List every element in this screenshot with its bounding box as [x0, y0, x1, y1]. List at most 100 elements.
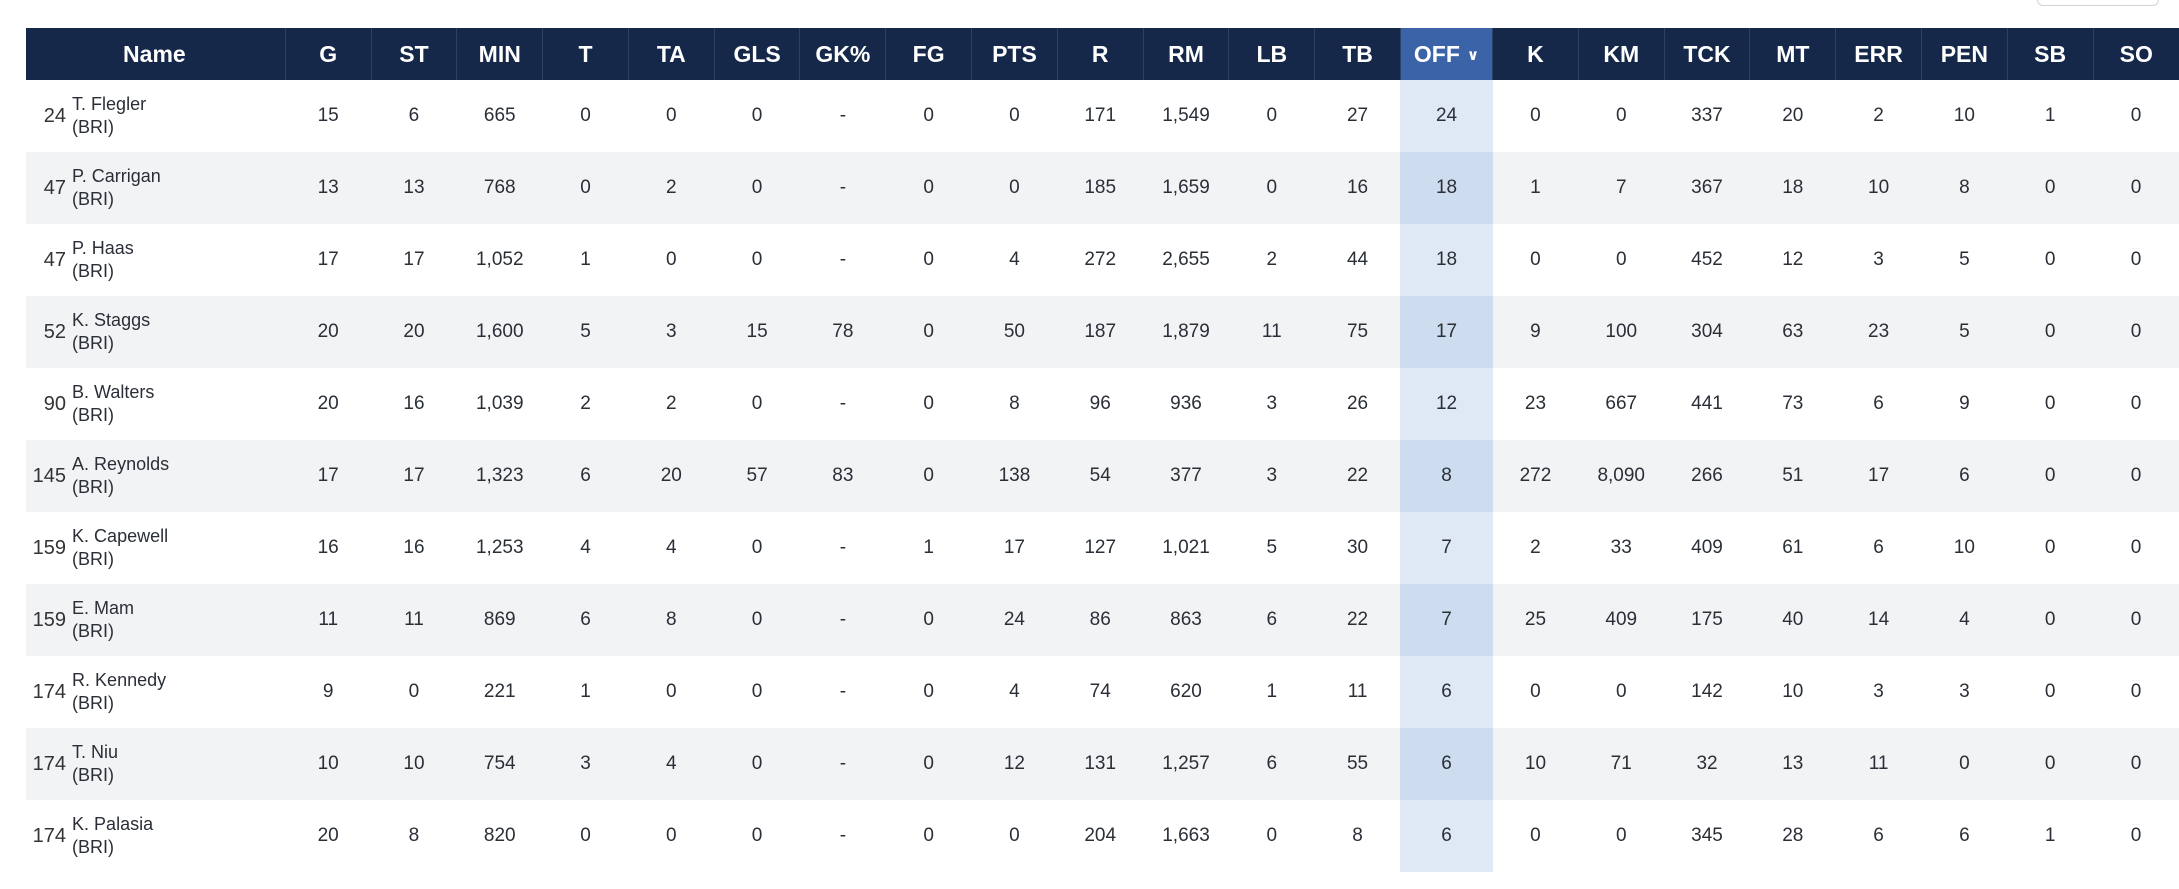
table-row[interactable]: 159 K. Capewell (BRI) 16 16 1,253 4 4 0-1 17 127 1,…: [26, 512, 2179, 584]
table-row[interactable]: 159 E. Mam (BRI) 11 11 869 6 8 0-0 24 86 863 6 22 7 25 4…: [26, 584, 2179, 656]
stat-cell-pen: 9: [1921, 368, 2008, 440]
column-header-lb[interactable]: LB: [1228, 28, 1315, 80]
player-name[interactable]: R. Kennedy: [72, 670, 167, 690]
player-name[interactable]: E. Mam: [72, 598, 135, 618]
column-header-pts[interactable]: PTS: [971, 28, 1058, 80]
column-header-off[interactable]: OFF ∨: [1399, 28, 1493, 80]
stat-cell-gls: 0: [714, 728, 800, 800]
column-header-err[interactable]: ERR: [1835, 28, 1922, 80]
player-name[interactable]: T. Niu: [72, 742, 119, 762]
stat-cell-off: 17: [1400, 296, 1493, 368]
stat-cell-err: 6: [1835, 368, 1922, 440]
player-name[interactable]: P. Haas: [72, 238, 134, 258]
column-header-st[interactable]: ST: [370, 28, 457, 80]
column-header-k[interactable]: K: [1492, 28, 1579, 80]
player-team: (BRI): [72, 189, 115, 209]
sort-chevron-down-icon[interactable]: ∨: [1466, 46, 1480, 64]
table-row[interactable]: 52 K. Staggs (BRI) 20 20 1,600 5 3 15 78 0 50 187 1,8…: [26, 296, 2179, 368]
stat-cell-gk-pct: -: [799, 584, 886, 656]
column-header-label: FG: [912, 40, 945, 67]
column-header-g[interactable]: G: [284, 28, 372, 80]
stat-cell-so: 0: [2093, 728, 2179, 800]
stat-cell-gk-pct: -: [799, 512, 886, 584]
stat-cell-tck: 345: [1664, 800, 1750, 872]
stat-cell-sb: 1: [2007, 80, 2094, 152]
stat-cell-fg: 0: [885, 728, 972, 800]
column-header-label: GLS: [733, 40, 781, 67]
table-row[interactable]: 90 B. Walters (BRI) 20 16 1,039 2 2 0-0 8 96 936 3 26…: [26, 368, 2179, 440]
stat-cell-pen: 8: [1921, 152, 2008, 224]
stat-cell-g: 9: [285, 656, 372, 728]
player-rank: 159: [26, 584, 73, 656]
stat-cell-tck: 337: [1664, 80, 1750, 152]
column-header-rm[interactable]: RM: [1142, 28, 1229, 80]
column-header-gk-pct[interactable]: GK%: [799, 28, 886, 80]
stat-cell-r: 54: [1057, 440, 1144, 512]
player-team: (BRI): [72, 837, 115, 857]
stat-cell-tck: 266: [1664, 440, 1750, 512]
player-name[interactable]: T. Flegler: [72, 94, 147, 114]
stat-cell-gk-pct: -: [799, 80, 886, 152]
column-header-label: G: [319, 40, 338, 67]
stat-cell-min: 820: [456, 800, 543, 872]
column-header-r[interactable]: R: [1056, 28, 1144, 80]
column-header-mt[interactable]: MT: [1749, 28, 1836, 80]
stat-cell-g: 13: [285, 152, 372, 224]
table-row[interactable]: 47 P. Carrigan (BRI) 13 13 768 0 2 0-0 0 185 1,659 0…: [26, 152, 2179, 224]
stat-cell-t: 0: [542, 152, 629, 224]
stats-table-container: Name G ST MIN T TA GLS GK% FG PTS R RM LB TB OFF ∨ K KM TC…: [26, 28, 2179, 889]
top-right-control[interactable]: [2037, 0, 2159, 6]
player-team: (BRI): [72, 117, 115, 137]
player-name[interactable]: K. Staggs: [72, 310, 151, 330]
stat-cell-sb: 0: [2007, 512, 2094, 584]
column-header-pen[interactable]: PEN: [1920, 28, 2008, 80]
stat-cell-lb: 0: [1228, 800, 1315, 872]
stat-cell-sb: 0: [2007, 728, 2094, 800]
column-header-name[interactable]: Name: [72, 28, 286, 80]
player-name[interactable]: P. Carrigan: [72, 166, 161, 186]
stat-cell-mt: 10: [1749, 656, 1836, 728]
stat-cell-t: 4: [542, 512, 629, 584]
table-row[interactable]: 174 R. Kennedy (BRI) 9 0 221 1 0 0-0 4 74 620 1 11 6 0 0…: [26, 656, 2179, 728]
player-name[interactable]: K. Palasia: [72, 814, 154, 834]
stat-cell-pts: 12: [971, 728, 1058, 800]
stat-cell-k: 0: [1492, 656, 1579, 728]
stat-cell-fg: 0: [885, 152, 972, 224]
player-name[interactable]: K. Capewell: [72, 526, 169, 546]
table-row[interactable]: 174 K. Palasia (BRI) 20 8 820 0 0 0-0 0 204 1,663 0 8…: [26, 800, 2179, 872]
stat-cell-k: 0: [1492, 80, 1579, 152]
column-header-fg[interactable]: FG: [885, 28, 972, 80]
column-header-t[interactable]: T: [542, 28, 629, 80]
player-name[interactable]: B. Walters: [72, 382, 155, 402]
stat-cell-rm: 1,663: [1143, 800, 1229, 872]
column-header-so[interactable]: SO: [2092, 28, 2179, 80]
player-rank: 90: [26, 368, 73, 440]
column-header-sb[interactable]: SB: [2006, 28, 2094, 80]
table-row[interactable]: 24 T. Flegler (BRI) 15 6 665 0 0 0-0 0 171 1,549 0 27…: [26, 80, 2179, 152]
column-header-label: MT: [1776, 40, 1810, 67]
stat-cell-so: 0: [2093, 296, 2179, 368]
column-header-km[interactable]: KM: [1577, 28, 1665, 80]
stat-cell-pts: 4: [971, 224, 1058, 296]
table-row[interactable]: 174 T. Niu (BRI) 10 10 754 3 4 0-0 12 131 1,257 6 55 6…: [26, 728, 2179, 800]
stat-cell-mt: 18: [1749, 152, 1836, 224]
stat-cell-t: 0: [542, 800, 629, 872]
stat-cell-g: 15: [285, 80, 372, 152]
table-row[interactable]: 145 A. Reynolds (BRI) 17 17 1,323 6 20 57 83 0 138 5…: [26, 440, 2179, 512]
stat-cell-off: 18: [1400, 152, 1493, 224]
column-header-min[interactable]: MIN: [456, 28, 543, 80]
column-header-tck[interactable]: TCK: [1663, 28, 1750, 80]
table-row[interactable]: 47 P. Haas (BRI) 17 17 1,052 1 0 0-0 4 272 2,655 2 44…: [26, 224, 2179, 296]
stat-cell-k: 2: [1492, 512, 1579, 584]
column-header-tb[interactable]: TB: [1314, 28, 1401, 80]
stat-cell-g: 17: [285, 440, 372, 512]
stat-cell-pts: 0: [971, 800, 1058, 872]
stat-cell-rm: 2,655: [1143, 224, 1229, 296]
player-name[interactable]: A. Reynolds: [72, 454, 170, 474]
stat-cell-st: 20: [371, 296, 457, 368]
stat-cell-fg: 0: [885, 224, 972, 296]
column-header-gls[interactable]: GLS: [713, 28, 800, 80]
stat-cell-so: 0: [2093, 584, 2179, 656]
column-header-ta[interactable]: TA: [627, 28, 715, 80]
player-rank: 145: [26, 440, 73, 512]
